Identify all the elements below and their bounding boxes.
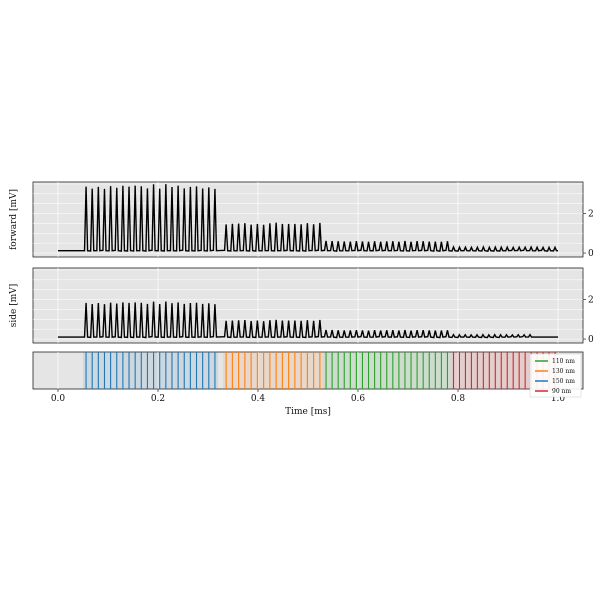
size-band <box>83 352 218 389</box>
legend: 110 nm 130 nm 150 nm 90 nm <box>529 353 582 398</box>
forward-y-label: forward [mV] <box>9 189 19 250</box>
size-event-panel: 0.0 0.2 0.4 0.6 0.8 1.0 Time [ms] 110 nm 130 n… <box>32 351 584 417</box>
y-tick-label: 0 <box>588 249 594 259</box>
side-y-label: side [mV] <box>9 284 19 328</box>
legend-label: 150 nm <box>552 378 575 385</box>
x-axis-label: Time [ms] <box>285 407 331 417</box>
forward-y-ticks: 02 <box>583 210 594 259</box>
x-tick-label: 0.2 <box>151 394 165 404</box>
side-y-ticks: 02 <box>583 296 594 345</box>
legend-label: 110 nm <box>552 358 575 365</box>
forward-trace <box>57 184 558 252</box>
x-tick-label: 0.8 <box>451 394 466 404</box>
y-tick-label: 2 <box>588 296 594 306</box>
y-tick-label: 2 <box>588 210 594 220</box>
x-tick-label: 0.0 <box>51 394 66 404</box>
forward-panel: 02 forward [mV] <box>9 181 594 259</box>
side-trace <box>57 301 558 339</box>
size-band <box>223 352 323 389</box>
size-plot-area <box>32 351 584 390</box>
x-tick-label: 1.0 <box>551 394 566 404</box>
x-ticks: 0.0 0.2 0.4 0.6 0.8 1.0 <box>51 389 566 404</box>
legend-label: 130 nm <box>552 368 575 375</box>
side-panel: 02 side [mV] <box>9 267 594 345</box>
side-grid <box>33 268 583 343</box>
legend-label: 90 nm <box>552 388 571 395</box>
size-event-lines <box>83 352 558 389</box>
x-tick-label: 0.6 <box>351 394 366 404</box>
x-tick-label: 0.4 <box>251 394 266 404</box>
y-tick-label: 0 <box>588 335 594 345</box>
